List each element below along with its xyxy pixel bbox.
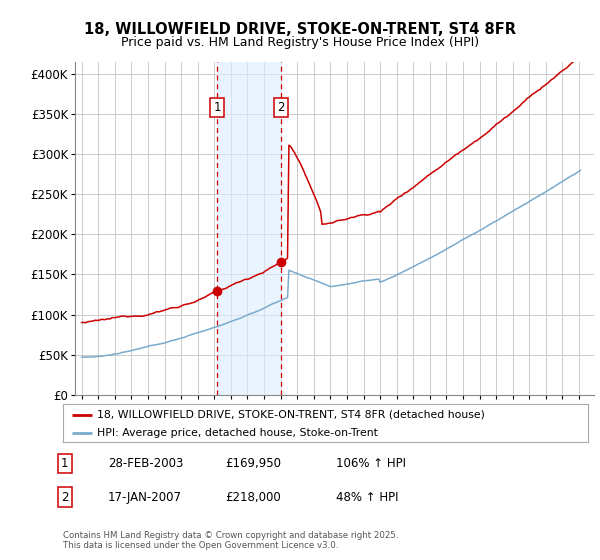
Text: 2: 2 (61, 491, 68, 504)
Text: 1: 1 (61, 457, 68, 470)
Text: Price paid vs. HM Land Registry's House Price Index (HPI): Price paid vs. HM Land Registry's House … (121, 36, 479, 49)
Text: Contains HM Land Registry data © Crown copyright and database right 2025.
This d: Contains HM Land Registry data © Crown c… (63, 531, 398, 550)
Text: 106% ↑ HPI: 106% ↑ HPI (336, 457, 406, 470)
Text: £169,950: £169,950 (225, 457, 281, 470)
Text: 18, WILLOWFIELD DRIVE, STOKE-ON-TRENT, ST4 8FR: 18, WILLOWFIELD DRIVE, STOKE-ON-TRENT, S… (84, 22, 516, 38)
Text: 28-FEB-2003: 28-FEB-2003 (108, 457, 184, 470)
Bar (217, 62, 281, 395)
Text: 1: 1 (213, 101, 221, 114)
Text: 18, WILLOWFIELD DRIVE, STOKE-ON-TRENT, ST4 8FR (detached house): 18, WILLOWFIELD DRIVE, STOKE-ON-TRENT, S… (97, 409, 485, 419)
Text: 48% ↑ HPI: 48% ↑ HPI (336, 491, 398, 504)
Text: 17-JAN-2007: 17-JAN-2007 (108, 491, 182, 504)
Text: £218,000: £218,000 (225, 491, 281, 504)
Text: HPI: Average price, detached house, Stoke-on-Trent: HPI: Average price, detached house, Stok… (97, 428, 378, 438)
Text: 2: 2 (278, 101, 285, 114)
